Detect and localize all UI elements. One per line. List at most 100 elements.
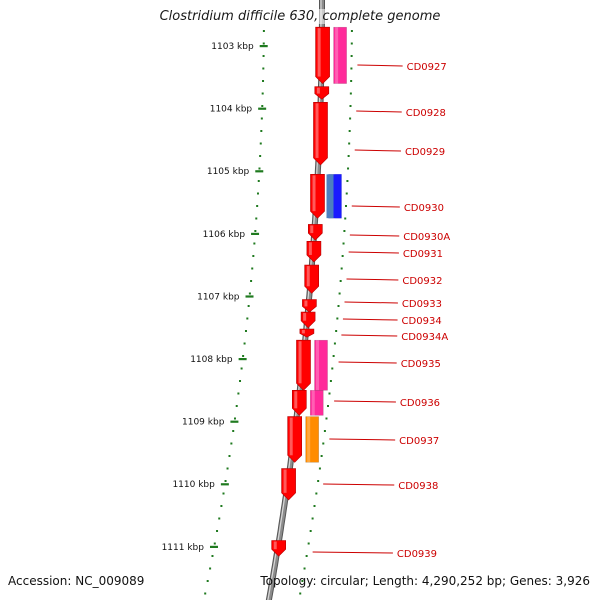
gene-cd0934a[interactable] [299, 328, 315, 338]
scale-ticks: 1103 kbp 1104 kbp 1105 kbp 1106 kbp 1107 kbp… [162, 30, 353, 595]
cds-highlight [335, 27, 339, 84]
outer-dot [260, 130, 263, 132]
outer-dot [256, 205, 259, 207]
outer-dot [226, 467, 229, 470]
genome-title: Clostridium difficile 630, complete geno… [0, 9, 600, 24]
inner-dot [340, 267, 343, 270]
inner-dot [303, 567, 306, 570]
gene-cd0935[interactable] [296, 339, 328, 391]
gene-highlight [289, 417, 293, 456]
major-tick [245, 295, 254, 298]
gene-highlight [308, 242, 312, 255]
major-tick [255, 170, 264, 173]
inner-dot [315, 492, 318, 495]
gene-cd0928[interactable] [314, 86, 330, 100]
gene-highlight [312, 175, 316, 212]
outer-dot [250, 280, 253, 282]
gene-cd0930a[interactable] [307, 224, 323, 241]
gene-label[interactable]: CD0927 [407, 62, 447, 73]
inner-dot [339, 280, 342, 282]
inner-dot [338, 292, 341, 295]
cds-block [309, 389, 324, 416]
cds-highlight [316, 340, 320, 391]
inner-dot [337, 305, 340, 307]
gene-highlight [310, 225, 314, 234]
gene-label[interactable]: CD0928 [406, 108, 446, 119]
gene-cd0938[interactable] [281, 468, 296, 501]
inner-dot [350, 67, 353, 70]
gene-highlight [317, 28, 321, 77]
gene-cd0927[interactable] [315, 26, 347, 85]
inner-dot [335, 330, 338, 332]
gene-label[interactable]: CD0936 [400, 398, 440, 409]
outer-dot [252, 255, 255, 257]
outer-dot [235, 405, 238, 407]
inner-dot [347, 167, 350, 170]
gene-label[interactable]: CD0929 [405, 147, 445, 158]
gene-label[interactable]: CD0934 [402, 316, 442, 327]
inner-dot [348, 130, 351, 132]
inner-dot [320, 455, 323, 457]
inner-dot [349, 105, 352, 107]
leader-line [334, 400, 396, 403]
gene-label[interactable]: CD0939 [397, 549, 437, 560]
outer-dot [259, 142, 262, 145]
gene-label[interactable]: CD0938 [398, 481, 438, 492]
outer-dot [243, 342, 246, 345]
gene-cd0930[interactable] [310, 174, 342, 219]
gene-cd0933[interactable] [302, 299, 317, 313]
gene-highlight [306, 266, 310, 287]
gene-cd0939[interactable] [271, 540, 287, 557]
inner-dot [333, 342, 336, 345]
gene-cd0929[interactable] [313, 102, 328, 166]
outer-dot [209, 567, 212, 570]
gene-highlight [294, 391, 298, 409]
gene-label[interactable]: CD0930 [404, 203, 444, 214]
inner-dot [307, 542, 310, 545]
gene-label[interactable]: CD0934A [401, 332, 448, 343]
outer-dot [233, 417, 236, 420]
inner-dot [325, 417, 328, 420]
outer-dot [237, 392, 240, 395]
gene-label[interactable]: CD0930A [403, 232, 450, 243]
major-tick [238, 358, 247, 361]
leader-line [323, 483, 395, 486]
leader-line [329, 438, 396, 441]
outer-dot [247, 305, 250, 307]
gene-highlight [316, 87, 320, 94]
inner-dot [341, 255, 344, 257]
inner-dot [331, 367, 334, 370]
cds-block [305, 416, 319, 463]
inner-dot [343, 230, 346, 232]
outer-dot [222, 492, 225, 495]
gene-track [271, 26, 347, 557]
gene-label[interactable]: CD0933 [402, 299, 442, 310]
gene-label[interactable]: CD0932 [402, 276, 442, 287]
leader-line [341, 334, 398, 337]
gene-label[interactable]: CD0931 [403, 249, 443, 260]
outer-dot [262, 55, 265, 57]
outer-dot [224, 480, 227, 482]
gene-cd0932[interactable] [304, 264, 320, 294]
inner-dot [350, 55, 353, 57]
inner-dot [305, 555, 308, 557]
gene-cd0937[interactable] [287, 416, 319, 463]
inner-dot [327, 405, 329, 407]
tick-label: 1110 kbp [172, 480, 215, 490]
gene-cd0931[interactable] [306, 241, 322, 263]
outer-dot [220, 505, 223, 507]
outer-dot [254, 230, 257, 232]
gene-label[interactable]: CD0935 [401, 359, 441, 370]
outer-dot [244, 330, 247, 332]
leader-line [351, 205, 400, 208]
inner-dot [346, 180, 349, 182]
outer-dot [240, 367, 243, 370]
gene-highlight [315, 103, 319, 158]
gene-cd0934[interactable] [300, 311, 316, 329]
outer-dot [248, 292, 251, 295]
gene-cd0936[interactable] [291, 389, 324, 416]
inner-dot [329, 380, 332, 382]
gene-label[interactable]: CD0937 [399, 436, 439, 447]
outer-dot [257, 180, 260, 182]
